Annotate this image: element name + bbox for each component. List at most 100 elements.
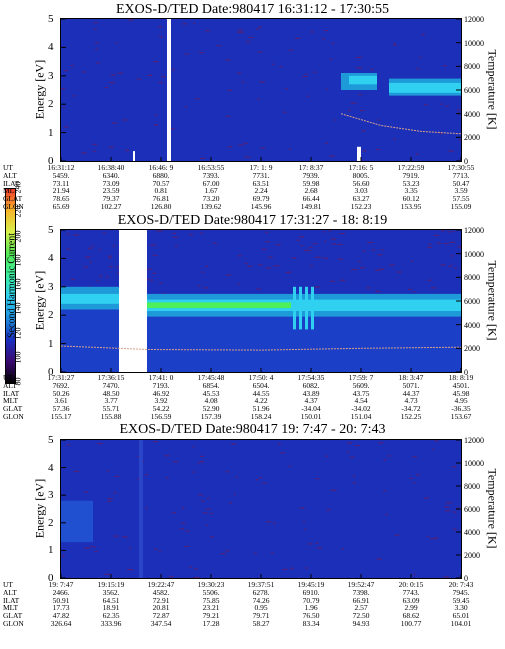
noise-speck [424, 104, 428, 106]
noise-speck [308, 250, 311, 252]
y2-tick-label: 8000 [464, 62, 480, 72]
noise-speck [444, 242, 450, 245]
noise-speck [445, 105, 449, 107]
param-cell: 17:54:35 [297, 373, 325, 382]
noise-speck [192, 471, 195, 473]
param-cell: 50.26 [52, 388, 70, 398]
emission-lobe [311, 286, 314, 330]
noise-speck [431, 448, 434, 450]
noise-speck [444, 506, 450, 508]
data-gap [119, 230, 147, 372]
y2-axis-label: Temperature [K] [485, 49, 500, 130]
noise-speck [108, 266, 113, 268]
noise-speck [451, 466, 457, 468]
emission-band [61, 293, 119, 304]
noise-speck [171, 512, 177, 514]
param-cell: 4582. [152, 587, 170, 597]
colorbar-tick: 180 [13, 254, 23, 267]
spectrogram-svg [61, 440, 461, 578]
noise-speck [237, 31, 244, 33]
noise-speck [199, 157, 205, 159]
param-cell: 6278. [252, 587, 270, 597]
param-cell: 73.20 [202, 194, 220, 204]
data-gap [357, 146, 361, 161]
param-cell: 47.82 [52, 611, 70, 621]
param-cell: 7470. [102, 380, 120, 390]
emission-band [147, 299, 461, 311]
colorbar-tick: 200 [13, 230, 23, 242]
param-row-label: UT [3, 373, 13, 382]
noise-speck [265, 231, 269, 233]
param-cell: 60.12 [402, 194, 420, 204]
param-cell: 149.81 [300, 202, 322, 211]
param-cell: 4.08 [204, 396, 218, 406]
noise-speck [448, 265, 453, 267]
noise-speck [258, 264, 263, 266]
noise-speck [307, 543, 313, 545]
noise-speck [206, 508, 211, 510]
param-cell: 347.54 [150, 619, 172, 628]
noise-speck [90, 546, 96, 548]
vertical-streak [139, 440, 143, 578]
param-cell: 4.73 [404, 396, 418, 406]
y-tick-label: 5 [48, 13, 54, 25]
spectrogram-background [61, 440, 461, 578]
noise-speck [150, 279, 154, 281]
noise-speck [114, 475, 120, 477]
param-cell: 46.92 [152, 388, 170, 398]
noise-speck [257, 98, 260, 100]
noise-speck [94, 550, 98, 553]
noise-speck [291, 257, 297, 259]
param-cell: 3.77 [104, 396, 118, 406]
param-cell: 3562. [102, 587, 120, 597]
noise-speck [444, 510, 451, 512]
noise-speck [277, 265, 281, 267]
param-cell: 155.88 [100, 412, 122, 421]
noise-speck [70, 65, 74, 67]
y2-tick-label: 8000 [464, 273, 480, 283]
noise-speck [247, 265, 253, 267]
noise-speck [115, 42, 118, 44]
param-row-label: ILAT [3, 595, 20, 605]
param-cell: 55.71 [102, 404, 120, 414]
noise-speck [260, 147, 266, 149]
noise-speck [329, 58, 333, 61]
noise-speck [330, 489, 337, 491]
noise-speck [393, 44, 397, 46]
param-cell: 4.37 [304, 396, 318, 406]
param-cell: 68.62 [402, 611, 420, 621]
param-cell: 52.90 [202, 404, 220, 414]
noise-speck [92, 143, 97, 145]
param-cell: 17: 1: 9 [249, 163, 273, 172]
param-cell: 73.11 [52, 178, 70, 188]
noise-speck [359, 267, 365, 269]
y2-tick-label: 2000 [464, 133, 480, 143]
chart-title: EXOS-D/TED Date:980417 16:31:12 - 17:30:… [116, 2, 389, 17]
noise-speck [421, 33, 425, 36]
param-cell: 16:38:40 [97, 163, 125, 172]
y-tick-label: 4 [48, 461, 54, 474]
noise-speck [110, 74, 116, 76]
noise-speck [383, 490, 386, 492]
noise-speck [454, 267, 457, 269]
noise-speck [322, 231, 325, 233]
y2-axis-label: Temperature [K] [485, 260, 500, 341]
param-cell: 6504. [252, 380, 270, 390]
orbit-parameter-table: UT 17:31:27 17:36:15 17:41: 0 17:45:48 17:50:… [0, 374, 505, 423]
param-cell: 104.01 [450, 619, 472, 628]
noise-speck [158, 551, 162, 553]
noise-speck [362, 150, 367, 152]
y2-tick-label: 10000 [464, 459, 484, 468]
noise-speck [144, 474, 149, 476]
noise-speck [61, 555, 65, 557]
noise-speck [124, 149, 130, 151]
noise-speck [81, 152, 87, 154]
param-cell: 102.27 [100, 202, 122, 211]
noise-speck [146, 268, 152, 270]
noise-speck [265, 267, 272, 269]
noise-speck [393, 43, 396, 45]
param-cell: 70.57 [152, 178, 170, 188]
noise-speck [283, 111, 287, 113]
param-row-label: GLON [3, 202, 24, 211]
param-cell: 76.81 [152, 194, 170, 204]
